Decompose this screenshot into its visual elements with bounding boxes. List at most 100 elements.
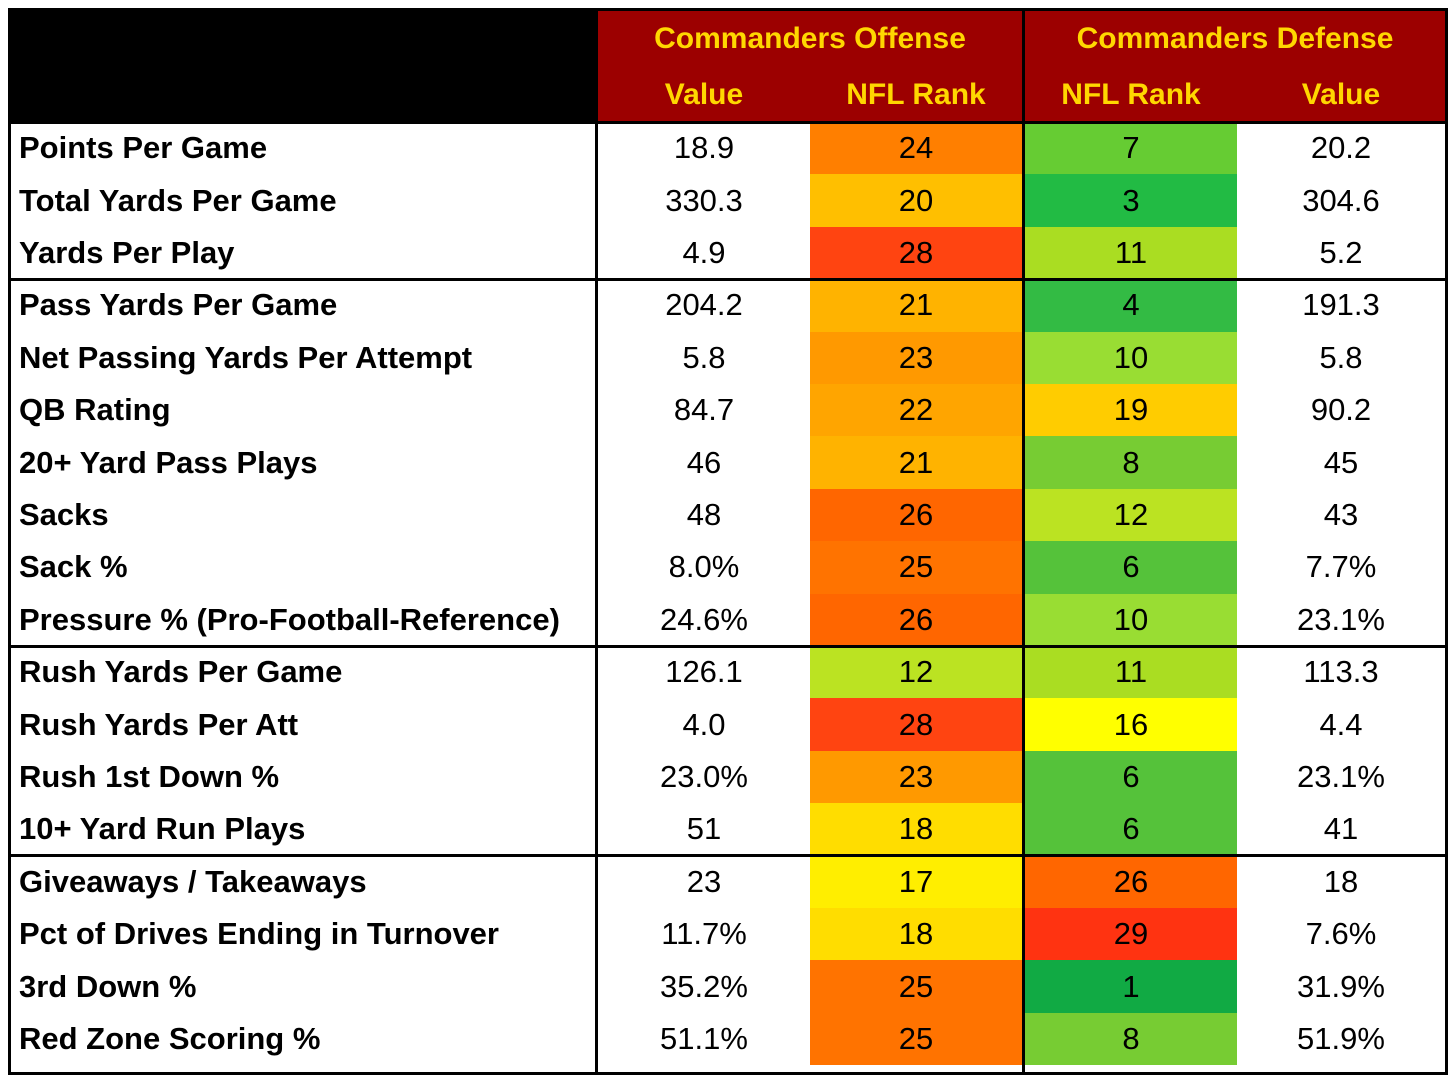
defense-value: 45	[1323, 444, 1359, 480]
defense-value: 41	[1323, 811, 1359, 847]
table-row: QB Rating 84.7 22 19 90.2	[11, 384, 1445, 437]
row-label: Net Passing Yards Per Attempt	[19, 339, 473, 375]
offense-value: 24.6%	[660, 601, 748, 637]
defense-value: 23.1%	[1297, 758, 1385, 794]
group-divider	[11, 277, 1445, 281]
offense-rank: 25	[810, 960, 1022, 1013]
offense-rank: 25	[810, 541, 1022, 594]
defense-rank: 19	[1025, 384, 1237, 437]
offense-rank: 20	[810, 174, 1022, 227]
defense-rank: 10	[1025, 331, 1237, 384]
row-label: QB Rating	[19, 392, 171, 428]
defense-rank: 6	[1025, 750, 1237, 804]
table-row: Pass Yards Per Game 204.2 21 4 191.3	[11, 279, 1445, 332]
offense-rank: 24	[810, 122, 1022, 175]
table-row: Sack % 8.0% 25 6 7.7%	[11, 541, 1445, 594]
defense-rank: 6	[1025, 541, 1237, 594]
defense-rank: 10	[1025, 593, 1237, 646]
row-label: Points Per Game	[19, 130, 268, 166]
table-row: Pressure % (Pro-Football-Reference) 24.6%…	[11, 593, 1445, 646]
table-row: Rush Yards Per Game 126.1 12 11 113.3	[11, 646, 1445, 699]
defense-value: 43	[1323, 496, 1359, 532]
row-label: Pct of Drives Ending in Turnover	[19, 916, 499, 952]
offense-rank: 21	[810, 279, 1022, 332]
column-divider	[1022, 11, 1025, 1072]
offense-title: Commanders Offense	[598, 11, 1022, 67]
defense-rank: 3	[1025, 174, 1237, 227]
defense-value: 4.4	[1319, 706, 1363, 742]
stats-table: Commanders Offense Commanders Defense Va…	[8, 8, 1448, 1075]
row-label: Sacks	[19, 496, 109, 532]
row-label: Total Yards Per Game	[19, 182, 337, 218]
group-divider	[11, 854, 1445, 858]
row-label: Rush Yards Per Game	[19, 654, 343, 690]
defense-value: 304.6	[1302, 182, 1380, 218]
row-label: Red Zone Scoring %	[19, 1020, 321, 1056]
table-row: Yards Per Play 4.9 28 11 5.2	[11, 226, 1445, 280]
offense-value: 330.3	[665, 182, 743, 218]
group-divider	[11, 644, 1445, 648]
offense-value: 204.2	[665, 287, 743, 323]
header-divider	[11, 121, 1445, 124]
defense-rank: 8	[1025, 1012, 1237, 1066]
defense-rank: 1	[1025, 960, 1237, 1013]
row-label: Rush Yards Per Att	[19, 706, 299, 742]
offense-rank: 17	[810, 855, 1022, 908]
row-label: Rush 1st Down %	[19, 758, 280, 794]
table-row: 10+ Yard Run Plays 51 18 6 41	[11, 803, 1445, 856]
defense-title: Commanders Defense	[1025, 11, 1445, 67]
defense-rank: 12	[1025, 488, 1237, 542]
defense-rank: 4	[1025, 279, 1237, 332]
table-row: Giveaways / Takeaways 23 17 26 18	[11, 855, 1445, 908]
offense-rank: 18	[810, 803, 1022, 856]
offense-rank: 23	[810, 750, 1022, 804]
offense-rank: 18	[810, 908, 1022, 961]
defense-rank: 6	[1025, 803, 1237, 856]
table-row: Total Yards Per Game 330.3 20 3 304.6	[11, 174, 1445, 227]
row-label: Sack %	[19, 549, 128, 585]
defense-value: 113.3	[1303, 654, 1379, 690]
table-row: Pct of Drives Ending in Turnover 11.7% 18 2…	[11, 908, 1445, 961]
table-row: 20+ Yard Pass Plays 46 21 8 45	[11, 436, 1445, 489]
row-label: 10+ Yard Run Plays	[19, 811, 306, 847]
defense-value: 18	[1323, 863, 1359, 899]
offense-value: 18.9	[673, 130, 735, 166]
offense-value: 84.7	[673, 392, 735, 428]
defense-rank: 8	[1025, 436, 1237, 489]
defense-rank: 7	[1025, 122, 1237, 175]
table-header: Commanders Offense Commanders Defense Va…	[11, 11, 1445, 122]
offense-rank: 26	[810, 488, 1022, 542]
offense-value: 51	[686, 811, 722, 847]
table-row: Red Zone Scoring % 51.1% 25 8 51.9%	[11, 1012, 1445, 1066]
defense-value: 7.6%	[1305, 916, 1377, 952]
table-row: Sacks 48 26 12 43	[11, 488, 1445, 542]
row-label: 20+ Yard Pass Plays	[19, 444, 318, 480]
table-row: 3rd Down % 35.2% 25 1 31.9%	[11, 960, 1445, 1013]
row-label: Yards Per Play	[19, 234, 235, 270]
offense-value: 35.2%	[660, 968, 748, 1004]
offense-value: 51.1%	[660, 1020, 748, 1056]
defense-value: 191.3	[1302, 287, 1380, 323]
table-row: Rush 1st Down % 23.0% 23 6 23.1%	[11, 750, 1445, 804]
offense-rank: 28	[810, 698, 1022, 751]
row-label: Pressure % (Pro-Football-Reference)	[19, 601, 560, 637]
offense-value: 5.8	[682, 339, 726, 375]
defense-value: 51.9%	[1297, 1020, 1385, 1056]
offense-value: 126.1	[665, 654, 743, 690]
offense-value: 4.9	[682, 234, 726, 270]
offense-rank: 12	[810, 646, 1022, 699]
offense-rank: 25	[810, 1012, 1022, 1066]
defense-rank: 11	[1025, 226, 1237, 280]
offense-value: 48	[686, 496, 722, 532]
offense-value: 23	[686, 863, 722, 899]
defense-value: 20.2	[1310, 130, 1372, 166]
offense-rank: 28	[810, 226, 1022, 280]
row-label: 3rd Down %	[19, 968, 197, 1004]
defense-value-header: Value	[1237, 67, 1445, 122]
defense-rank: 26	[1025, 855, 1237, 908]
table-row: Net Passing Yards Per Attempt 5.8 23 10 5.8	[11, 331, 1445, 384]
defense-value: 31.9%	[1297, 968, 1385, 1004]
defense-value: 7.7%	[1305, 549, 1377, 585]
offense-value: 23.0%	[660, 758, 748, 794]
offense-value: 46	[686, 444, 722, 480]
